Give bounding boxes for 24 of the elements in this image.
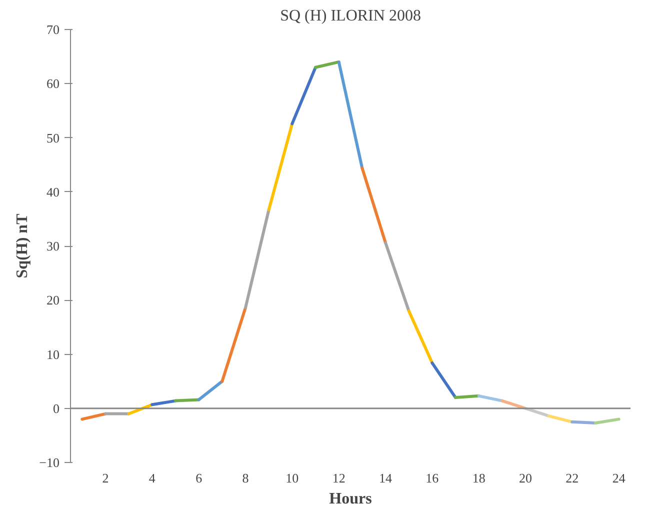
y-tick-label: 0: [53, 400, 60, 416]
x-tick-label: 14: [379, 470, 392, 486]
x-tick-label: 4: [148, 470, 156, 486]
y-tick-label: 60: [46, 76, 60, 92]
x-tick-label: 16: [426, 470, 440, 486]
x-tick-label: 18: [472, 470, 486, 486]
x-tick-label: 2: [102, 470, 109, 486]
x-tick-label: 10: [286, 470, 299, 486]
x-tick-label: 22: [566, 470, 579, 486]
y-tick-label: 30: [46, 238, 60, 254]
x-tick-label: 8: [242, 470, 249, 486]
y-tick-label: −10: [39, 455, 60, 470]
x-tick-label: 12: [332, 470, 346, 486]
x-tick-label: 6: [196, 470, 203, 486]
y-tick-label: 20: [46, 292, 60, 308]
chart-title: SQ (H) ILORIN 2008: [280, 8, 421, 24]
x-tick-label: 24: [612, 470, 626, 486]
y-tick-label: 50: [46, 130, 60, 146]
y-tick-label: 40: [46, 184, 60, 200]
y-axis-title: Sq(H) nT: [14, 213, 32, 278]
x-tick-label: 20: [519, 470, 532, 486]
x-axis-title: Hours: [329, 490, 372, 508]
y-tick-label: 10: [46, 346, 60, 362]
y-tick-label: 70: [46, 22, 60, 37]
